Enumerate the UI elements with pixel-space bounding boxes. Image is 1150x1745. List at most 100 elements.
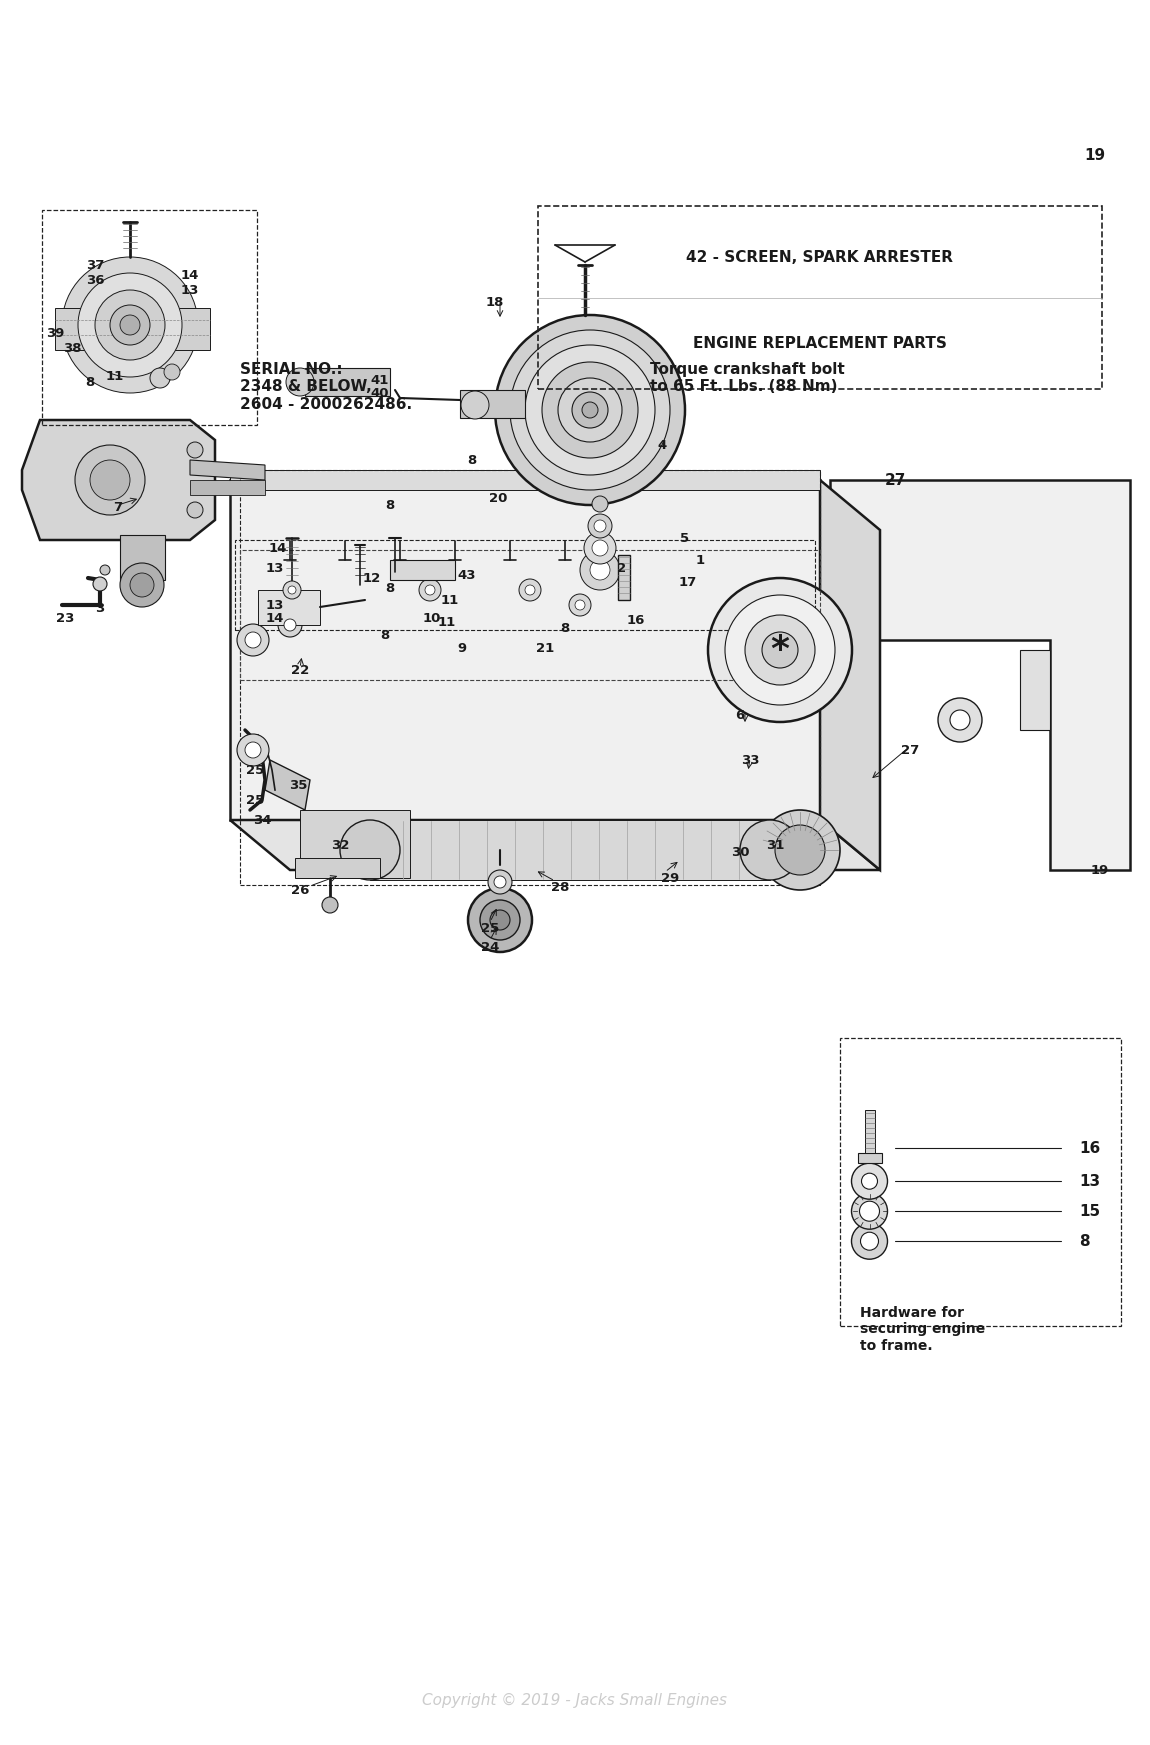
Text: 38: 38 — [63, 342, 82, 354]
Circle shape — [480, 900, 520, 941]
Circle shape — [938, 698, 982, 742]
Text: 3: 3 — [95, 602, 105, 614]
Circle shape — [851, 1194, 888, 1228]
Circle shape — [572, 393, 608, 428]
Text: 8: 8 — [385, 581, 394, 595]
Text: 8: 8 — [560, 621, 569, 635]
Text: Torque crankshaft bolt
to 65 Ft. Lbs. (88 Nm): Torque crankshaft bolt to 65 Ft. Lbs. (8… — [650, 361, 845, 394]
Text: 33: 33 — [741, 754, 759, 766]
Circle shape — [584, 532, 616, 564]
Text: 39: 39 — [46, 326, 64, 340]
Text: 34: 34 — [253, 813, 271, 827]
Text: 31: 31 — [766, 839, 784, 852]
Text: 24: 24 — [481, 941, 499, 953]
Text: 15: 15 — [1079, 1204, 1101, 1218]
Bar — [840, 1038, 1121, 1326]
Bar — [240, 469, 820, 885]
Circle shape — [340, 820, 400, 879]
Circle shape — [110, 305, 150, 346]
Text: 11: 11 — [438, 616, 457, 628]
Text: 29: 29 — [661, 871, 680, 885]
Circle shape — [739, 820, 800, 879]
Circle shape — [419, 579, 440, 600]
Text: 14: 14 — [266, 611, 284, 625]
Text: Copyright © 2019 - Jacks Small Engines: Copyright © 2019 - Jacks Small Engines — [422, 1693, 728, 1708]
Circle shape — [245, 632, 261, 647]
Text: 4: 4 — [658, 438, 667, 452]
Polygon shape — [120, 536, 164, 579]
Text: 30: 30 — [730, 846, 750, 859]
Text: 25: 25 — [246, 794, 264, 806]
Text: 22: 22 — [291, 663, 309, 677]
Bar — [305, 368, 390, 396]
Circle shape — [120, 316, 140, 335]
Circle shape — [708, 578, 852, 722]
Circle shape — [745, 614, 815, 686]
Circle shape — [526, 585, 535, 595]
Bar — [865, 1110, 874, 1153]
Polygon shape — [190, 461, 264, 480]
Circle shape — [590, 560, 610, 579]
Text: 10: 10 — [423, 611, 442, 625]
Circle shape — [509, 330, 670, 490]
Text: 40: 40 — [370, 386, 389, 400]
Bar — [858, 1153, 882, 1164]
Circle shape — [322, 897, 338, 913]
Text: 9: 9 — [458, 642, 467, 654]
Polygon shape — [230, 820, 880, 871]
Circle shape — [861, 1173, 877, 1188]
Text: 19: 19 — [1084, 148, 1105, 162]
Circle shape — [592, 539, 608, 557]
Text: 37: 37 — [86, 258, 105, 272]
Circle shape — [859, 1201, 880, 1222]
Text: 14: 14 — [181, 269, 199, 281]
Text: Jacks
Small Engines: Jacks Small Engines — [399, 553, 751, 646]
Circle shape — [120, 564, 164, 607]
Circle shape — [164, 365, 181, 380]
Text: 36: 36 — [86, 274, 105, 286]
Circle shape — [90, 461, 130, 501]
Circle shape — [100, 565, 110, 576]
Text: 8: 8 — [385, 499, 394, 511]
Text: 20: 20 — [489, 492, 507, 504]
Text: 8: 8 — [85, 375, 94, 389]
Text: 2: 2 — [618, 562, 627, 574]
Circle shape — [75, 445, 145, 515]
Text: 8: 8 — [467, 454, 476, 466]
Text: 27: 27 — [884, 473, 906, 487]
Text: ENGINE REPLACEMENT PARTS: ENGINE REPLACEMENT PARTS — [693, 335, 946, 351]
Polygon shape — [370, 820, 770, 879]
Circle shape — [237, 735, 269, 766]
Circle shape — [187, 441, 204, 457]
Text: 13: 13 — [1079, 1174, 1101, 1188]
Circle shape — [860, 1232, 879, 1249]
Circle shape — [762, 632, 798, 668]
Circle shape — [237, 625, 269, 656]
Circle shape — [284, 619, 296, 632]
Circle shape — [724, 595, 835, 705]
Circle shape — [592, 496, 608, 511]
Text: 14: 14 — [269, 541, 288, 555]
Circle shape — [542, 361, 638, 457]
Text: SERIAL NO.:
2348 & BELOW,
2604 - 2000262486.: SERIAL NO.: 2348 & BELOW, 2604 - 2000262… — [240, 361, 412, 412]
Bar — [43, 209, 256, 426]
Polygon shape — [22, 421, 215, 539]
Circle shape — [580, 550, 620, 590]
Text: 27: 27 — [900, 743, 919, 757]
Text: 32: 32 — [331, 839, 350, 852]
Polygon shape — [264, 761, 310, 810]
Text: Hardware for
securing engine
to frame.: Hardware for securing engine to frame. — [859, 1307, 984, 1352]
Circle shape — [575, 600, 585, 611]
Circle shape — [494, 876, 506, 888]
Text: 25: 25 — [481, 921, 499, 935]
Text: 11: 11 — [106, 370, 124, 382]
Circle shape — [490, 909, 509, 930]
Text: 17: 17 — [678, 576, 697, 588]
Bar — [618, 555, 630, 600]
Polygon shape — [230, 469, 820, 490]
Text: 35: 35 — [289, 778, 307, 792]
Polygon shape — [300, 810, 411, 878]
Text: 13: 13 — [266, 562, 284, 574]
Text: 13: 13 — [181, 283, 199, 297]
Text: *: * — [770, 633, 790, 667]
